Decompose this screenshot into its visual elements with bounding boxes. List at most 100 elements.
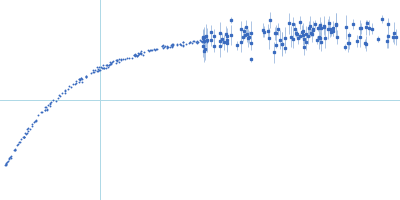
Point [148,48,155,52]
Point [146,49,152,52]
Point [164,45,171,48]
Point [56,94,63,98]
Point [42,108,48,111]
Point [8,154,14,158]
Point [138,50,144,53]
Point [100,66,107,69]
Point [68,86,74,89]
Point [174,43,180,46]
Point [191,39,198,43]
Point [90,68,96,71]
Point [198,39,205,42]
Point [135,52,142,55]
Point [46,101,53,104]
Point [164,45,170,48]
Point [14,144,20,147]
Point [83,75,90,78]
Point [88,71,94,75]
Point [110,60,116,63]
Point [21,135,28,138]
Point [76,78,82,81]
Point [135,53,141,56]
Point [168,44,174,47]
Point [103,64,109,67]
Point [78,78,85,81]
Point [138,51,144,55]
Point [43,105,50,108]
Point [137,51,143,54]
Point [11,148,17,152]
Point [113,61,119,65]
Point [108,60,115,63]
Point [54,96,61,100]
Point [78,80,85,83]
Point [95,66,102,69]
Point [83,75,90,78]
Point [94,66,100,69]
Point [83,74,89,77]
Point [169,44,175,47]
Point [136,53,142,56]
Point [47,104,54,107]
Point [174,43,180,46]
Point [20,135,27,138]
Point [42,109,48,112]
Point [144,48,151,52]
Point [114,59,120,62]
Point [103,66,110,69]
Point [179,41,186,44]
Point [25,126,32,130]
Point [18,137,25,141]
Point [65,87,72,90]
Point [154,48,161,51]
Point [56,94,62,97]
Point [114,58,120,61]
Point [159,44,166,47]
Point [77,78,84,81]
Point [113,59,120,62]
Point [137,51,144,55]
Point [100,66,107,69]
Point [116,58,122,61]
Point [197,39,204,42]
Point [118,58,124,62]
Point [99,67,105,70]
Point [8,156,14,159]
Point [78,76,84,80]
Point [106,63,112,66]
Point [96,68,103,72]
Point [129,56,135,59]
Point [72,83,78,86]
Point [17,141,23,144]
Point [106,63,112,67]
Point [48,100,54,104]
Point [100,64,106,67]
Point [164,46,170,49]
Point [180,40,186,44]
Point [131,53,137,57]
Point [146,49,153,52]
Point [201,41,207,44]
Point [160,44,166,47]
Point [187,40,193,43]
Point [106,62,113,65]
Point [108,62,114,66]
Point [186,41,192,44]
Point [24,127,30,131]
Point [159,45,166,48]
Point [170,43,176,46]
Point [169,43,175,46]
Point [204,37,210,41]
Point [176,43,183,46]
Point [177,42,184,46]
Point [108,62,114,65]
Point [132,52,138,55]
Point [5,160,12,163]
Point [98,65,105,69]
Point [126,56,132,59]
Point [20,135,26,139]
Point [118,57,124,60]
Point [22,131,28,135]
Point [168,46,175,49]
Point [161,45,167,49]
